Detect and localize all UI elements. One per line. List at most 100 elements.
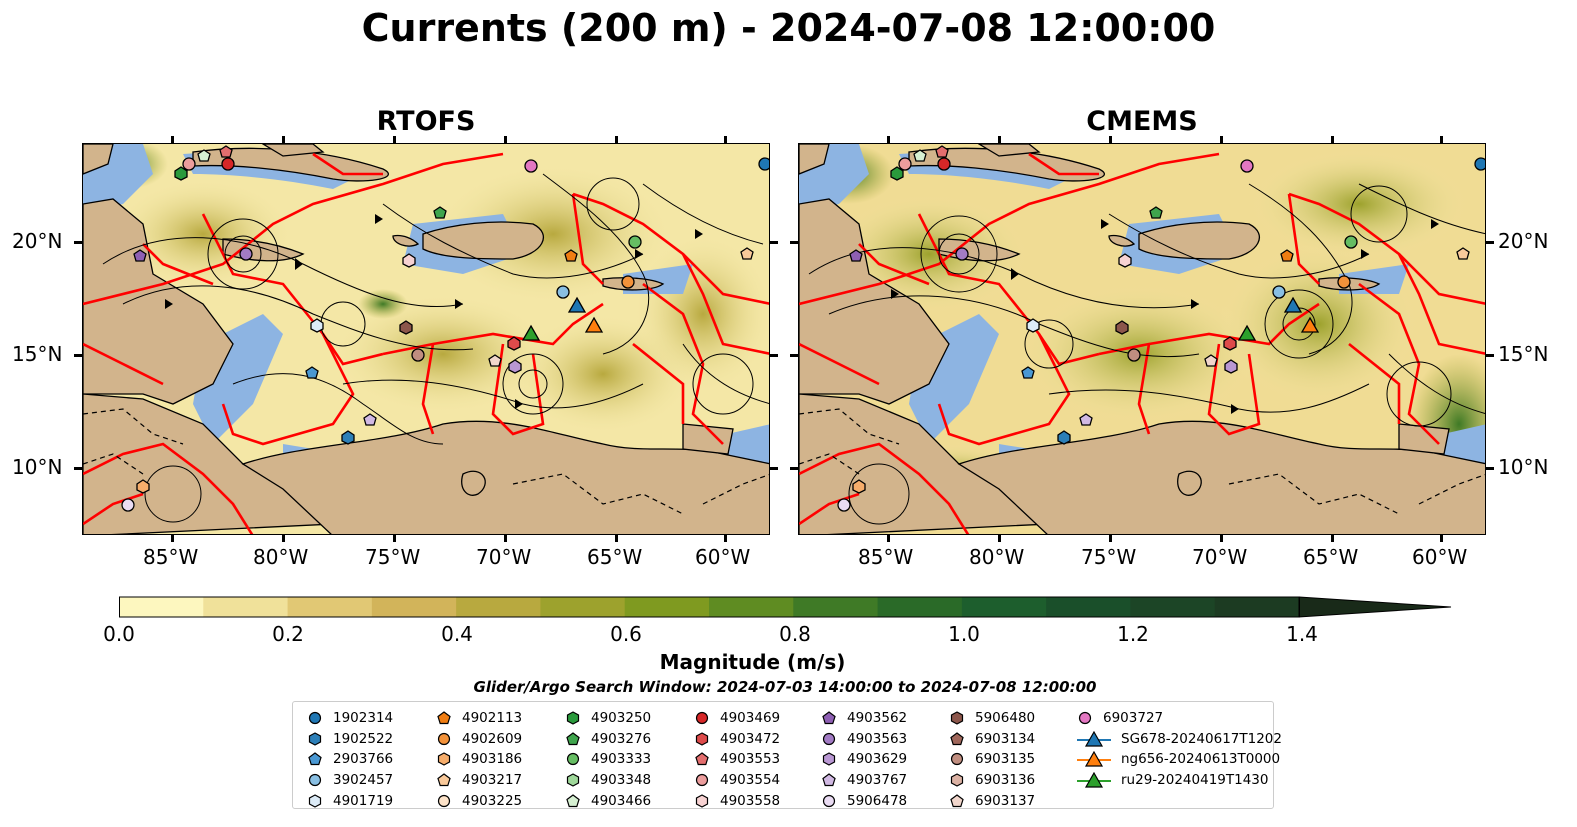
float-3902457[interactable] (556, 285, 570, 299)
float-1902314[interactable] (758, 157, 770, 171)
lat-tick-label: 20°N (12, 229, 63, 253)
legend-item-label: 4903466 (591, 792, 652, 809)
lon-tick-label: 70°W (1192, 545, 1248, 569)
float-4903250[interactable] (174, 166, 188, 181)
legend-item: 4903553 (694, 749, 780, 770)
legend-item: 4903629 (821, 749, 907, 770)
float-4903767[interactable] (363, 413, 377, 426)
colorbar-segment (1130, 597, 1216, 617)
float-4903767[interactable] (1079, 413, 1093, 426)
panel-title-cmems: CMEMS (1086, 106, 1198, 137)
float-5906478[interactable] (837, 498, 851, 512)
float-4902609[interactable] (621, 275, 635, 289)
hexagon-marker-icon (950, 711, 964, 725)
glider-sg678[interactable] (1283, 296, 1303, 313)
glider-ru29[interactable] (1237, 324, 1257, 341)
lat-tick-label: 15°N (12, 342, 63, 366)
float-4903554[interactable] (898, 157, 912, 171)
glider-ng656[interactable] (1300, 316, 1320, 333)
float-4902113[interactable] (564, 249, 578, 262)
float-5906480[interactable] (399, 320, 413, 335)
pentagon-marker-icon (566, 793, 580, 807)
float-4903563[interactable] (239, 247, 253, 261)
legend-item: 6903137 (949, 790, 1035, 811)
float-4903553[interactable] (935, 145, 949, 158)
float-1902522[interactable] (1057, 430, 1071, 445)
legend-item-label: 4903333 (591, 751, 652, 768)
float-4903558[interactable] (402, 253, 416, 268)
pentagon-marker-icon (950, 793, 964, 807)
float-4903333[interactable] (1344, 235, 1358, 249)
float-2903766[interactable] (1021, 366, 1035, 379)
float-6903137[interactable] (488, 354, 502, 367)
float-6903137[interactable] (1204, 354, 1218, 367)
colorbar-label: Magnitude (m/s) (659, 650, 846, 674)
glider-sg678[interactable] (567, 296, 587, 313)
lat-tick-label: 15°N (1498, 342, 1549, 366)
float-4903217[interactable] (740, 247, 754, 260)
colorbar-tick-label: 0.4 (441, 622, 473, 646)
float-1902522[interactable] (341, 430, 355, 445)
float-4903217[interactable] (1456, 247, 1470, 260)
float-6903727[interactable] (524, 159, 538, 173)
legend-item: 4903469 (694, 708, 780, 729)
float-4902609[interactable] (1337, 275, 1351, 289)
circle-marker-icon (822, 794, 836, 807)
colorbar-segment (540, 597, 626, 617)
legend-item-label: 4903276 (591, 730, 652, 747)
float-4903629[interactable] (508, 359, 522, 374)
float-4903250[interactable] (890, 166, 904, 181)
float-4903466[interactable] (197, 149, 211, 162)
colorbar-tick-label: 0.0 (103, 622, 135, 646)
legend-item-label: 4903225 (462, 792, 523, 809)
float-4903472[interactable] (507, 336, 521, 351)
float-4901719[interactable] (1026, 318, 1040, 333)
float-5906480[interactable] (1115, 320, 1129, 335)
legend-item-label: 3902457 (333, 772, 394, 789)
colorbar-segment (709, 597, 794, 617)
float-3902457[interactable] (1272, 285, 1286, 299)
legend-item-label: 4903250 (591, 710, 652, 727)
float-4903629[interactable] (1224, 359, 1238, 374)
float-4903554[interactable] (182, 157, 196, 171)
legend: 1902314 1902522 2903766 3902457 4901719 4902… (292, 701, 1282, 811)
legend-column: 4903469 4903472 4903553 4903554 4903558 (694, 708, 780, 811)
float-4903276[interactable] (1149, 206, 1163, 219)
hexagon-marker-icon (437, 752, 451, 767)
float-4902113[interactable] (1280, 249, 1294, 262)
float-4903472[interactable] (1223, 336, 1237, 351)
float-4903469[interactable] (937, 157, 951, 171)
float-6903727[interactable] (1240, 159, 1254, 173)
float-6903135[interactable] (1127, 348, 1141, 362)
float-4903466[interactable] (913, 149, 927, 162)
glider-ng656[interactable] (584, 316, 604, 333)
legend-column: 1902314 1902522 2903766 3902457 4901719 (307, 708, 393, 811)
legend-item: 4901719 (307, 790, 393, 811)
colorbar-segment (456, 597, 542, 617)
float-4903562[interactable] (849, 249, 863, 262)
float-4903186[interactable] (852, 479, 866, 494)
float-4903276[interactable] (433, 206, 447, 219)
legend-item: 6903727 (1077, 708, 1282, 729)
cmems-map[interactable] (798, 143, 1486, 535)
float-4903553[interactable] (219, 145, 233, 158)
float-2903766[interactable] (305, 366, 319, 379)
colorbar-segment (1214, 597, 1300, 617)
legend-item-label: 6903136 (975, 772, 1036, 789)
float-6903135[interactable] (411, 348, 425, 362)
float-4903469[interactable] (221, 157, 235, 171)
float-4903333[interactable] (628, 235, 642, 249)
rtofs-map[interactable] (82, 143, 770, 535)
float-4901719[interactable] (310, 318, 324, 333)
float-4903562[interactable] (133, 249, 147, 262)
float-1902314[interactable] (1474, 157, 1486, 171)
legend-item-label: 4903563 (847, 730, 908, 747)
float-4903563[interactable] (955, 247, 969, 261)
float-4903558[interactable] (1118, 253, 1132, 268)
float-4903186[interactable] (136, 479, 150, 494)
float-5906478[interactable] (121, 498, 135, 512)
legend-item-label: 4903562 (847, 710, 908, 727)
lon-tick-label: 70°W (476, 545, 532, 569)
legend-item: 4903767 (821, 770, 907, 791)
glider-ru29[interactable] (521, 324, 541, 341)
